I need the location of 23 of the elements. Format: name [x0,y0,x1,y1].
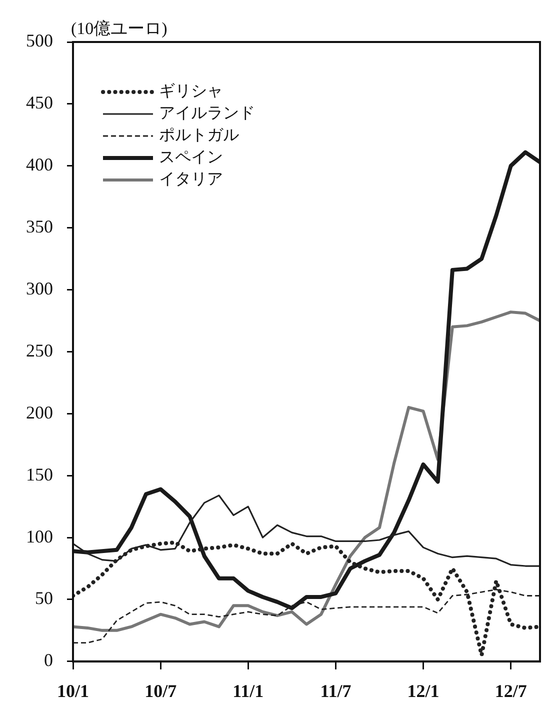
legend-label: スペイン [159,149,223,166]
y-tick-label: 300 [26,278,53,298]
y-tick-label: 150 [26,464,53,484]
y-tick-label: 500 [26,30,53,51]
legend-label: イタリア [159,171,223,188]
y-tick-label: 450 [26,92,53,113]
y-tick-label: 200 [26,402,53,422]
x-tick-label: 12/1 [407,680,440,701]
y-tick-label: 0 [44,650,53,670]
x-tick-label: 10/7 [144,680,177,701]
legend-label: アイルランド [159,105,255,122]
x-tick-label: 11/7 [320,680,352,701]
legend-label: ギリシャ [159,82,223,100]
x-tick-label: 12/7 [494,680,527,701]
y-tick-label: 350 [26,216,53,237]
y-axis-title: (10億ユーロ) [71,18,168,38]
y-tick-label: 400 [26,154,53,175]
y-tick-label: 250 [26,340,53,360]
x-tick-label: 11/1 [232,680,264,701]
y-tick-label: 100 [26,526,53,546]
y-tick-label: 50 [35,588,53,608]
legend-label: ポルトガル [159,127,239,144]
x-tick-label: 10/1 [56,680,90,701]
